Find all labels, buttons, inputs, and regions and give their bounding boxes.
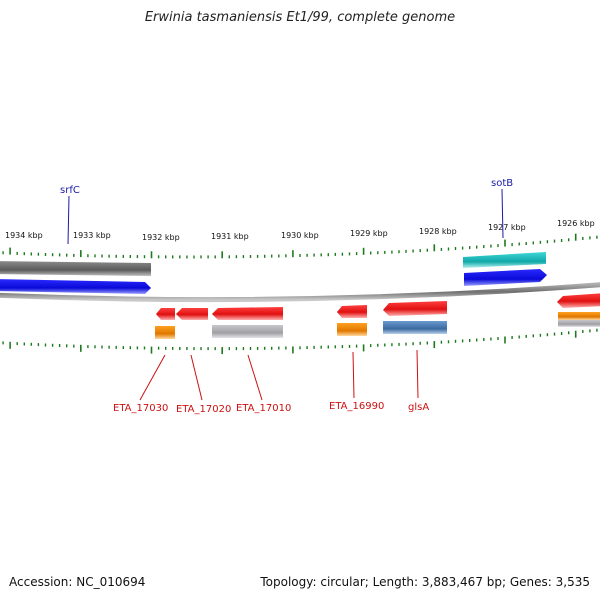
- gene-srfC-gray[interactable]: [0, 261, 151, 276]
- leader-line-glsA: [416, 349, 419, 399]
- gene-right-edge-orange[interactable]: [558, 312, 600, 320]
- gene-label-ETA_17010[interactable]: ETA_17010: [236, 403, 291, 414]
- leader-line-srfC: [67, 195, 70, 245]
- scale-label: 1926 kbp: [557, 219, 595, 228]
- gene-label-srfC[interactable]: srfC: [60, 185, 80, 196]
- scale-label: 1927 kbp: [488, 223, 526, 232]
- upper-scale-ticks: [2, 233, 598, 259]
- leader-line-ETA_17010: [247, 354, 263, 401]
- gene-label-sotB[interactable]: sotB: [491, 178, 513, 189]
- gene-srfC-blue[interactable]: [0, 279, 151, 294]
- page-title: Erwinia tasmaniensis Et1/99, complete ge…: [144, 10, 456, 25]
- genome-summary-text: Topology: circular; Length: 3,883,467 bp…: [260, 575, 590, 589]
- leader-line-ETA_17020: [190, 354, 203, 401]
- gene-sotB-cyan[interactable]: [463, 252, 546, 268]
- genome-backbone: [0, 282, 600, 303]
- scale-labels: 1934 kbp 1933 kbp 1932 kbp 1931 kbp 1930…: [5, 219, 595, 242]
- leader-line-ETA_17030: [139, 354, 166, 401]
- scale-label: 1931 kbp: [211, 232, 249, 241]
- gene-right-edge-red[interactable]: [557, 293, 600, 308]
- scale-label: 1928 kbp: [419, 227, 457, 236]
- gene-label-ETA_17030[interactable]: ETA_17030: [113, 403, 168, 414]
- gene-glsA-red[interactable]: [383, 301, 447, 316]
- gene-ETA_17030-red[interactable]: [156, 308, 175, 320]
- gene-ETA_16990-red[interactable]: [337, 305, 367, 318]
- gene-label-ETA_16990[interactable]: ETA_16990: [329, 401, 384, 412]
- gene-ETA_17010-silver[interactable]: [212, 325, 283, 338]
- gene-sotB-blue[interactable]: [464, 269, 547, 286]
- leader-line-sotB: [501, 188, 504, 239]
- gene-label-glsA[interactable]: glsA: [408, 402, 429, 413]
- gene-right-edge-silver[interactable]: [558, 320, 600, 327]
- scale-label: 1934 kbp: [5, 231, 43, 240]
- scale-label: 1929 kbp: [350, 229, 388, 238]
- gene-label-ETA_17020[interactable]: ETA_17020: [176, 404, 231, 415]
- lower-scale-ticks: [2, 328, 598, 355]
- gene-ETA_17010-red[interactable]: [212, 307, 283, 320]
- scale-label: 1932 kbp: [142, 233, 180, 242]
- leader-line-ETA_16990: [352, 351, 355, 399]
- gene-glsA-steel[interactable]: [383, 321, 447, 334]
- gene-ETA_16990-orange[interactable]: [337, 323, 367, 336]
- accession-text: Accession: NC_010694: [9, 575, 146, 589]
- gene-ETA_17020-red[interactable]: [176, 308, 208, 320]
- scale-label: 1930 kbp: [281, 231, 319, 240]
- scale-label: 1933 kbp: [73, 231, 111, 240]
- gene-ETA_17030-orange[interactable]: [155, 326, 175, 339]
